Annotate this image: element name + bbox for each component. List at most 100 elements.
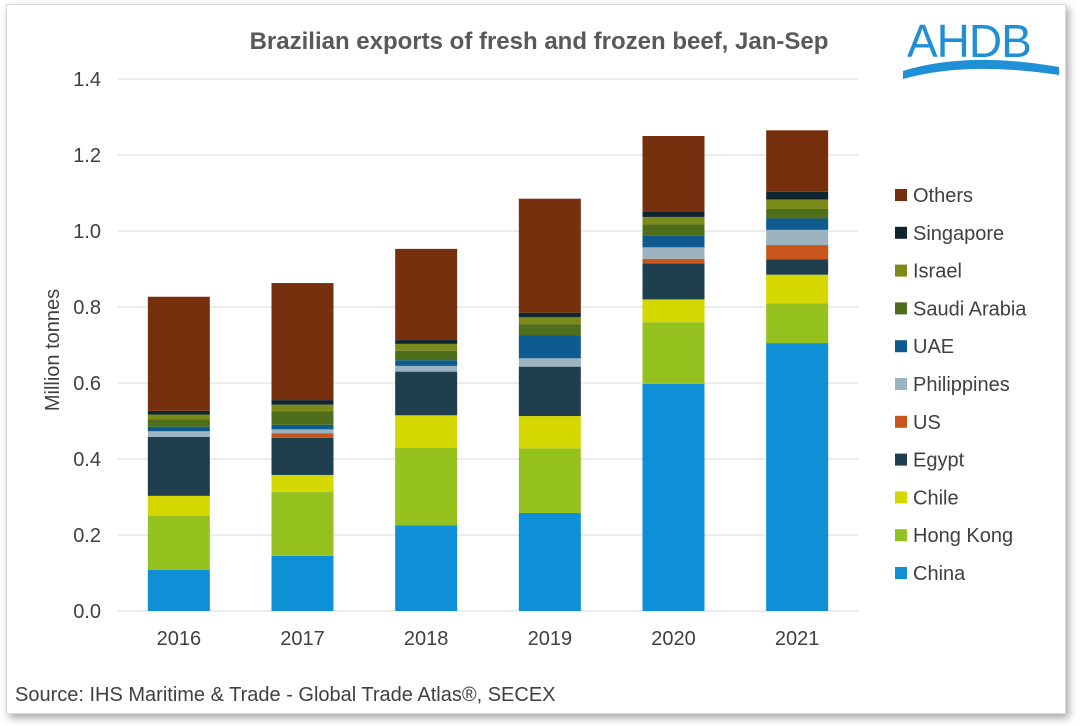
bar-segment-saudi-arabia-2016 [147, 419, 210, 427]
bar-segment-hong-kong-2019 [518, 448, 581, 513]
bar-segment-egypt-2020 [642, 263, 705, 300]
bar-segment-saudi-arabia-2021 [766, 208, 829, 219]
bar-segment-us-2020 [642, 258, 705, 264]
bar-segment-singapore-2020 [642, 211, 705, 217]
bar-segment-chile-2016 [147, 495, 210, 516]
legend-label: US [913, 412, 941, 434]
bar-segment-singapore-2017 [271, 400, 334, 405]
gridlines [117, 78, 859, 612]
bar-segment-egypt-2019 [518, 366, 581, 417]
bar-segment-philippines-2020 [642, 247, 705, 259]
bar-segment-singapore-2016 [147, 410, 210, 415]
bar-segment-hong-kong-2020 [642, 322, 705, 384]
legend-label: Philippines [913, 374, 1010, 396]
x-tick-label: 2019 [528, 628, 573, 650]
y-axis-label: Million tonnes [42, 289, 64, 411]
bar-segment-saudi-arabia-2019 [518, 324, 581, 336]
bar-segment-uae-2019 [518, 335, 581, 359]
ahdb-logo: AHDB [903, 15, 1059, 79]
legend-label: Chile [913, 487, 959, 509]
bar-segment-china-2018 [395, 525, 458, 611]
y-tick-label: 0.2 [73, 525, 101, 547]
bar-segment-chile-2021 [766, 274, 829, 304]
bar-segment-china-2017 [271, 555, 334, 611]
bar-segment-hong-kong-2021 [766, 303, 829, 344]
bar-segment-china-2021 [766, 343, 829, 611]
legend-swatch-us [895, 415, 907, 428]
legend-label: UAE [913, 336, 954, 358]
logo-swoosh [903, 59, 1059, 79]
y-tick-label: 1.0 [73, 221, 101, 243]
bar-segment-others-2018 [395, 248, 458, 341]
bar-segment-egypt-2017 [271, 437, 334, 475]
source-note: Source: IHS Maritime & Trade - Global Tr… [15, 684, 556, 706]
legend-label: Saudi Arabia [913, 298, 1027, 320]
bar-segment-uae-2016 [147, 426, 210, 432]
bar-segment-us-2021 [766, 245, 829, 260]
legend-swatch-singapore [895, 226, 907, 239]
bar-segment-uae-2017 [271, 424, 334, 430]
bar-segment-others-2021 [766, 130, 829, 192]
bar-segment-israel-2016 [147, 414, 210, 420]
chart-frame: Brazilian exports of fresh and frozen be… [6, 4, 1066, 714]
legend-swatch-uae [895, 340, 907, 353]
bar-segment-uae-2020 [642, 235, 705, 248]
bar-segment-singapore-2021 [766, 191, 829, 200]
y-tick-label: 1.2 [73, 145, 101, 167]
bar-segment-china-2019 [518, 512, 581, 611]
bars [147, 130, 829, 611]
bar-segment-singapore-2019 [518, 312, 581, 318]
y-tick-label: 0.8 [73, 297, 101, 319]
legend-swatch-philippines [895, 378, 907, 390]
bar-segment-others-2017 [271, 283, 334, 401]
legend-swatch-chile [895, 491, 907, 504]
bar-segment-chile-2020 [642, 299, 705, 323]
bar-segment-others-2020 [642, 136, 705, 212]
bar-segment-israel-2019 [518, 317, 581, 325]
bar-segment-others-2019 [518, 198, 581, 313]
bar-segment-philippines-2021 [766, 229, 829, 246]
bar-segment-us-2017 [271, 433, 334, 438]
bar-segment-hong-kong-2017 [271, 492, 334, 556]
logo-text: AHDB [907, 15, 1031, 67]
bar-segment-chile-2019 [518, 416, 581, 449]
bar-segment-egypt-2018 [395, 371, 458, 416]
y-tick-label: 1.4 [73, 69, 101, 91]
bar-segment-singapore-2018 [395, 340, 458, 344]
y-axis-ticks: 0.0 0.2 0.4 0.6 0.8 1.0 1.2 1.4 [73, 69, 101, 623]
legend-swatch-others [895, 189, 907, 201]
bar-segment-chile-2018 [395, 415, 458, 448]
bar-segment-others-2016 [147, 296, 210, 411]
bar-segment-china-2020 [642, 383, 705, 611]
legend-label: Egypt [913, 450, 965, 472]
bar-segment-saudi-arabia-2018 [395, 350, 458, 361]
bar-segment-philippines-2016 [147, 431, 210, 437]
x-axis-ticks: 2016 2017 2018 2019 2020 2021 [157, 628, 820, 650]
legend-label: Others [913, 185, 973, 207]
legend-swatch-china [895, 567, 907, 579]
bar-segment-uae-2021 [766, 218, 829, 230]
bar-segment-egypt-2016 [147, 436, 210, 496]
bar-segment-egypt-2021 [766, 259, 829, 275]
x-tick-label: 2020 [651, 628, 696, 650]
legend: Others Singapore Israel Saudi Arabia UAE Phil… [895, 185, 1027, 585]
bar-segment-philippines-2018 [395, 365, 458, 372]
bar-segment-philippines-2019 [518, 358, 581, 367]
chart: Brazilian exports of fresh and frozen be… [15, 15, 1059, 706]
bar-segment-hong-kong-2016 [147, 515, 210, 570]
bar-segment-israel-2020 [642, 216, 705, 225]
x-tick-label: 2016 [157, 628, 202, 650]
legend-label: China [913, 563, 966, 585]
bar-segment-israel-2017 [271, 404, 334, 412]
bar-segment-china-2016 [147, 569, 210, 611]
bar-segment-saudi-arabia-2017 [271, 411, 334, 425]
x-tick-label: 2018 [404, 628, 449, 650]
bar-segment-saudi-arabia-2020 [642, 224, 705, 236]
y-tick-label: 0.6 [73, 373, 101, 395]
legend-swatch-egypt [895, 453, 907, 466]
legend-label: Singapore [913, 223, 1004, 245]
bar-segment-hong-kong-2018 [395, 447, 458, 526]
bar-segment-israel-2018 [395, 343, 458, 351]
legend-label: Hong Kong [913, 525, 1013, 547]
x-tick-label: 2021 [775, 628, 820, 650]
